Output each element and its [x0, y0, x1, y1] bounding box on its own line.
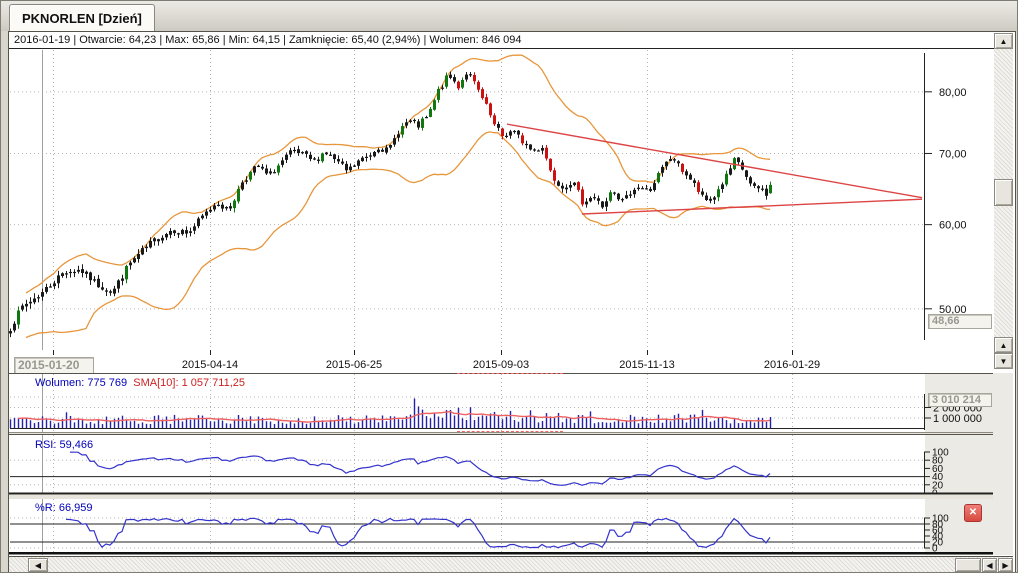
x-axis: 2015-04-14 2015-06-25 2015-09-03 2015-11-13… [9, 350, 993, 373]
price-axis-tick-label: 60,00 [939, 220, 967, 232]
tab-title: PKNORLEN [Dzień] [22, 11, 142, 26]
x-axis-tick-label: 2015-09-03 [472, 359, 530, 371]
scroll-down-button[interactable]: ▼ [994, 353, 1013, 369]
price-chart-canvas[interactable]: 80,00 70,00 60,00 50,00 [9, 50, 1013, 350]
chart-frame: 2016-01-19 | Otwarcie: 64,23 | Max: 65,8… [8, 31, 1016, 572]
tab-bar: PKNORLEN [Dzień] [1, 1, 1017, 32]
x-axis-tick [501, 350, 502, 355]
x-axis-start-date-box[interactable]: 2015-01-20 [14, 357, 94, 374]
volume-sma-label: SMA[10]: [133, 377, 179, 389]
percent-r-axis-tick-label: 100 [932, 514, 949, 525]
scroll-up-button-2[interactable]: ▲ [994, 337, 1013, 353]
selection-dash-bottom [457, 431, 563, 432]
pane-separator[interactable] [9, 432, 993, 435]
info-bar: 2016-01-19 | Otwarcie: 64,23 | Max: 65,8… [9, 32, 1013, 49]
x-axis-tick [647, 350, 648, 355]
rsi-axis-tick-label: 60 [932, 464, 944, 475]
volume-pane-header: Wolumen: 775 769 SMA[10]: 1 057 711,25 [35, 377, 245, 389]
volume-sma-value: 1 057 711,25 [178, 377, 245, 389]
price-marker-box: 48,66 [928, 314, 992, 329]
percent-r-value: 66,959 [55, 502, 93, 514]
x-axis-tick-label: 2015-11-13 [619, 359, 675, 371]
rsi-pane-header: RSI: 59,466 [35, 439, 93, 451]
percent-r-axis-tick-label: 80 [932, 520, 944, 531]
volume-value: 775 769 [84, 377, 128, 389]
percent-r-axis-tick-label: 60 [932, 526, 944, 537]
percent-r-label: %R: [35, 502, 56, 514]
percent-r-pane-header: %R: 66,959 [35, 502, 92, 514]
volume-axis-tick-label: 1 000 000 [933, 413, 982, 425]
close-pane-button[interactable]: ✕ [964, 504, 982, 522]
x-axis-tick [53, 350, 54, 355]
info-bar-text: 2016-01-19 | Otwarcie: 64,23 | Max: 65,8… [14, 34, 522, 46]
scroll-right-button[interactable]: ▶ [998, 558, 1013, 572]
pane-separator[interactable] [9, 494, 993, 500]
rsi-value: 59,466 [56, 439, 94, 451]
selection-dash-top [457, 373, 563, 374]
x-axis-tick-label: 2015-06-25 [325, 359, 383, 371]
percent-r-axis-tick-label: 0 [932, 544, 938, 555]
horizontal-scrollbar-track[interactable] [9, 556, 1013, 572]
horizontal-scrollbar-thumb[interactable] [955, 558, 981, 572]
volume-label: Wolumen: [35, 377, 85, 389]
percent-r-axis-tick-label: 20 [932, 538, 944, 549]
x-axis-tick [354, 350, 355, 355]
rsi-axis-tick-label: 0 [932, 489, 938, 496]
tab-pknorlen[interactable]: PKNORLEN [Dzień] [9, 4, 155, 32]
vertical-scrollbar-thumb[interactable] [994, 179, 1013, 206]
rsi-axis-tick-label: 100 [932, 448, 949, 459]
rsi-axis-tick-label: 40 [932, 472, 944, 483]
rsi-axis-tick-label: 20 [932, 480, 944, 491]
price-axis-tick-label: 70,00 [939, 148, 967, 160]
x-axis-tick [210, 350, 211, 355]
x-axis-tick [792, 350, 793, 355]
volume-marker-box: 3 010 214 [928, 393, 992, 407]
x-axis-tick-label: 2016-01-29 [763, 359, 821, 371]
scroll-up-button[interactable]: ▲ [994, 33, 1013, 49]
price-axis-tick-label: 80,00 [939, 87, 967, 99]
price-axis-tick-label: 50,00 [939, 304, 967, 316]
right-gutter [993, 373, 1013, 555]
scroll-left-button-2[interactable]: ◀ [982, 558, 997, 572]
x-axis-tick-label: 2015-04-14 [181, 359, 239, 371]
rsi-axis-tick-label: 80 [932, 456, 944, 467]
rsi-label: RSI: [35, 439, 57, 451]
scroll-left-button[interactable]: ◀ [28, 558, 48, 572]
percent-r-axis-tick-label: 40 [932, 532, 944, 543]
